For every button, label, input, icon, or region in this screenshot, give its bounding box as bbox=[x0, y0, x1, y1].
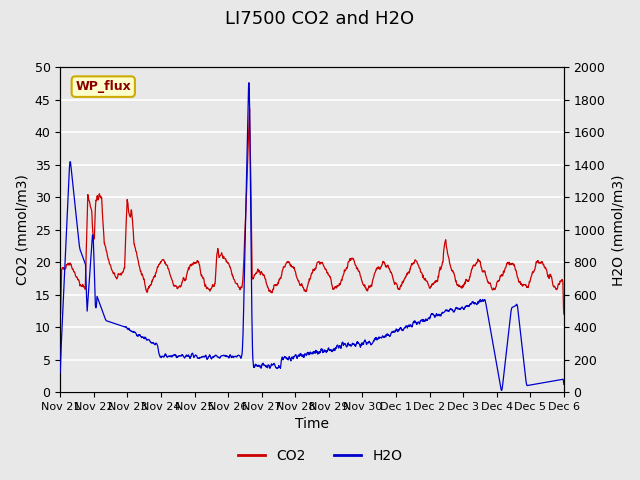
Legend: CO2, H2O: CO2, H2O bbox=[232, 443, 408, 468]
Y-axis label: H2O (mmol/m3): H2O (mmol/m3) bbox=[611, 174, 625, 286]
X-axis label: Time: Time bbox=[295, 418, 329, 432]
Text: WP_flux: WP_flux bbox=[76, 80, 131, 93]
Text: LI7500 CO2 and H2O: LI7500 CO2 and H2O bbox=[225, 10, 415, 28]
Y-axis label: CO2 (mmol/m3): CO2 (mmol/m3) bbox=[15, 174, 29, 285]
